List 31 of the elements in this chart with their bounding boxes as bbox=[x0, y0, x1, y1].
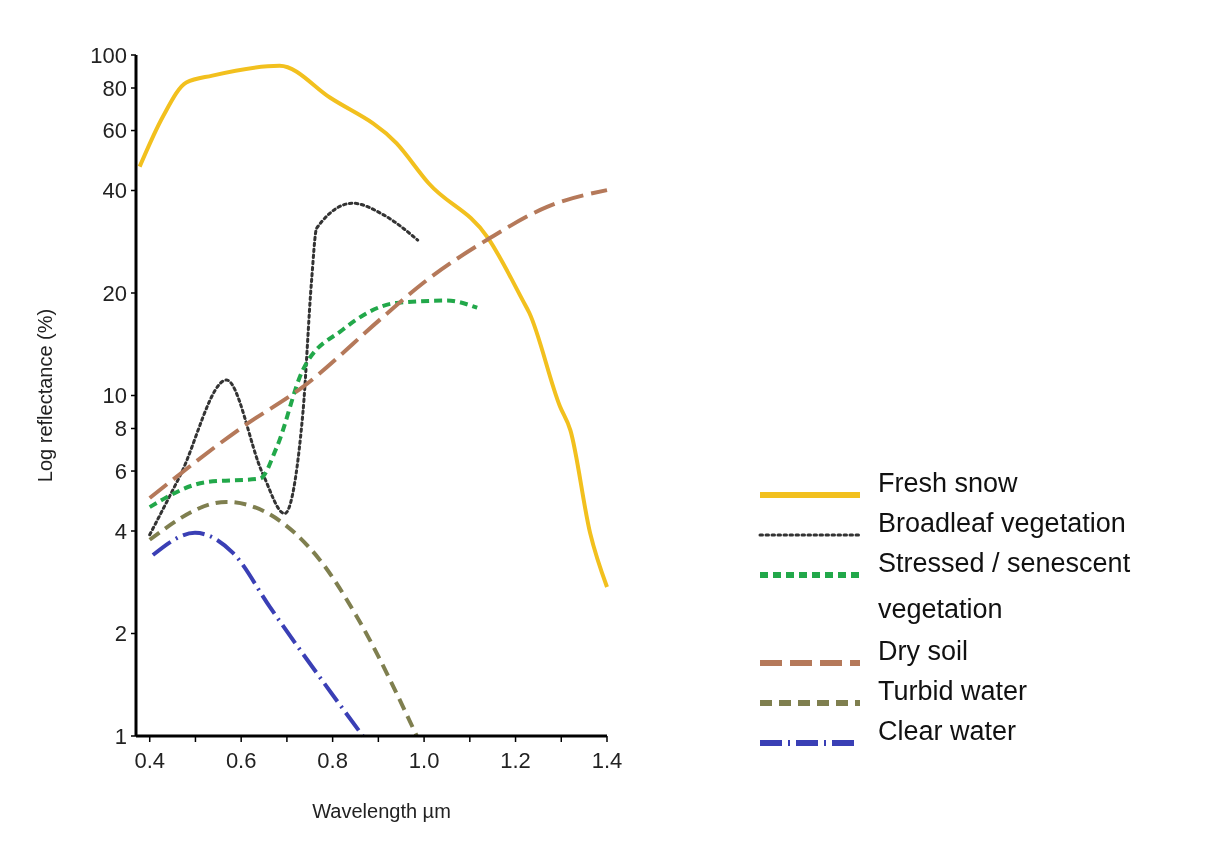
y-tick-label: 80 bbox=[102, 75, 127, 101]
legend-label: Broadleaf vegetation bbox=[878, 508, 1126, 539]
line-series bbox=[147, 499, 419, 738]
line-series bbox=[147, 188, 609, 500]
x-tick-label: 0.6 bbox=[225, 748, 257, 773]
x-tick-label: 1.0 bbox=[408, 748, 440, 773]
x-tick-label: 0.8 bbox=[317, 748, 348, 773]
y-tick-label: 8 bbox=[114, 416, 127, 442]
legend-label: Dry soil bbox=[878, 636, 969, 667]
legend-label: Fresh snow bbox=[878, 468, 1019, 499]
legend-label: Clear water bbox=[878, 716, 1017, 747]
line-series bbox=[147, 298, 480, 510]
y-tick-label: 10 bbox=[102, 383, 127, 409]
y-tick-label: 40 bbox=[102, 178, 127, 204]
legend-label: Turbid water bbox=[878, 676, 1028, 707]
y-tick-label: 20 bbox=[102, 280, 127, 306]
line-series bbox=[148, 201, 420, 537]
y-tick-label: 60 bbox=[102, 118, 127, 144]
x-tick-label: 1.4 bbox=[591, 748, 623, 773]
y-tick-label: 4 bbox=[114, 518, 127, 544]
y-tick-label: 2 bbox=[114, 621, 127, 647]
legend-label: Stressed / senescent vegetation bbox=[878, 548, 1131, 625]
x-axis-title: Wavelength µm bbox=[312, 800, 451, 822]
y-axis-title: Log reflectance (%) bbox=[34, 308, 56, 483]
x-tick-label: 0.4 bbox=[134, 748, 166, 773]
y-tick-label: 1 bbox=[114, 723, 127, 749]
line-series bbox=[137, 63, 609, 589]
line-series bbox=[150, 530, 365, 738]
x-tick-label: 1.2 bbox=[500, 748, 531, 773]
y-tick-label: 6 bbox=[114, 458, 127, 484]
y-tick-label: 100 bbox=[90, 42, 127, 68]
